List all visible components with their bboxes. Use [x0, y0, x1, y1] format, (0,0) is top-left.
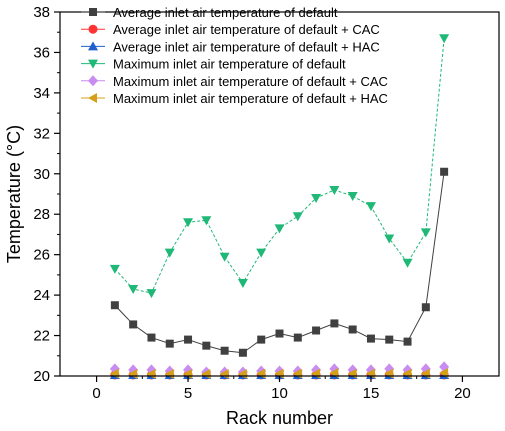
data-point [257, 335, 266, 344]
y-tick-label: 30 [33, 166, 50, 183]
data-point [330, 319, 339, 328]
data-point [403, 337, 412, 346]
x-tick-label: 0 [92, 385, 100, 402]
data-point [292, 212, 303, 222]
data-point [275, 329, 284, 338]
data-point [311, 194, 322, 204]
data-point [420, 228, 431, 238]
y-tick-label: 26 [33, 247, 50, 264]
legend-marker [88, 75, 98, 87]
data-point [366, 334, 375, 343]
data-point [202, 341, 211, 350]
data-point [110, 301, 119, 310]
x-tick-label: 20 [454, 385, 471, 402]
data-point [347, 192, 358, 202]
data-point [183, 218, 194, 228]
data-point [109, 264, 120, 274]
y-tick-label: 36 [33, 44, 50, 61]
legend: Average inlet air temperature of default… [81, 5, 388, 106]
data-point [293, 333, 302, 342]
data-point [402, 258, 413, 268]
legend-item: Average inlet air temperature of default [81, 5, 338, 20]
data-point [128, 285, 139, 295]
x-axis-title: Rack number [226, 408, 333, 428]
data-point [312, 326, 321, 335]
x-tick-label: 15 [363, 385, 380, 402]
legend-item: Average inlet air temperature of default… [81, 22, 380, 37]
data-point [237, 278, 248, 288]
data-point [220, 346, 229, 355]
data-point [256, 248, 267, 258]
y-axis-title: Temperature (°C) [4, 125, 24, 263]
legend-marker [89, 8, 97, 16]
legend-item: Maximum inlet air temperature of default [81, 57, 346, 72]
data-point [165, 339, 174, 348]
data-point [238, 348, 247, 357]
data-point [348, 325, 357, 334]
data-point [201, 216, 212, 226]
data-point [164, 248, 175, 258]
x-tick-label: 10 [271, 385, 288, 402]
series-4 [109, 34, 450, 299]
legend-label: Maximum inlet air temperature of default [113, 57, 346, 72]
legend-marker [88, 59, 98, 69]
data-point [129, 320, 138, 329]
data-point [184, 335, 193, 344]
legend-marker [88, 93, 97, 103]
y-tick-label: 24 [33, 287, 50, 304]
data-point [146, 289, 157, 299]
x-tick-label: 5 [184, 385, 192, 402]
data-point [219, 252, 230, 262]
data-point [147, 333, 156, 342]
legend-marker [88, 41, 98, 51]
legend-marker [88, 24, 98, 34]
data-point [274, 224, 285, 234]
legend-label: Average inlet air temperature of default [113, 5, 338, 20]
y-tick-label: 28 [33, 206, 50, 223]
data-point [384, 234, 395, 244]
data-point [329, 185, 340, 195]
legend-item: Average inlet air temperature of default… [81, 39, 380, 54]
y-tick-label: 22 [33, 328, 50, 345]
legend-label: Average inlet air temperature of default… [113, 22, 380, 37]
series-1 [110, 167, 449, 357]
axes-layer: 0 5 10 15 20 20 22 24 26 28 30 32 34 36 38 [33, 4, 470, 402]
data-point [365, 202, 376, 212]
y-tick-label: 20 [33, 368, 50, 385]
y-tick-label: 32 [33, 125, 50, 142]
legend-label: Maximum inlet air temperature of default… [113, 74, 388, 89]
legend-label: Average inlet air temperature of default… [113, 39, 380, 54]
y-tick-label: 38 [33, 4, 50, 21]
legend-item: Maximum inlet air temperature of default… [81, 74, 388, 89]
y-tick-label: 34 [33, 85, 50, 102]
data-point [421, 303, 430, 312]
legend-item: Maximum inlet air temperature of default… [81, 91, 388, 106]
data-point [439, 34, 450, 44]
data-point [385, 335, 394, 344]
legend-label: Maximum inlet air temperature of default… [113, 91, 388, 106]
data-point [440, 167, 449, 176]
